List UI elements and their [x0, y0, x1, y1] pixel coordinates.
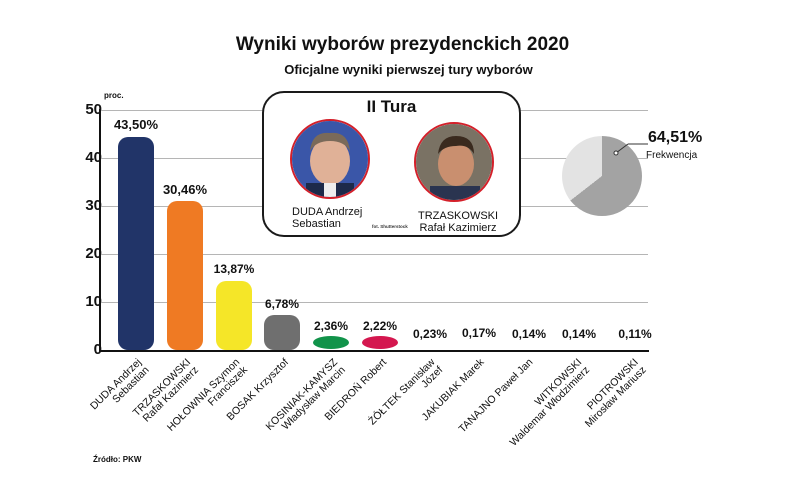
chart-subtitle: Oficjalne wyniki pierwszej tury wyborów	[284, 62, 533, 77]
portrait-duda-icon	[292, 121, 368, 197]
y-tick-30: 30	[85, 197, 102, 214]
bar-label-jakubiak: 0,17%	[461, 326, 497, 340]
photo-credit: fot. Shutterstock	[372, 224, 408, 229]
candidate-duda-name: DUDA Andrzej Sebastian	[292, 206, 363, 230]
turnout-leader-line-icon	[613, 143, 648, 156]
y-tick-50: 50	[85, 101, 102, 118]
bar-kosiniak-kamysz	[313, 336, 349, 349]
gridline-20	[101, 254, 648, 255]
gridline-10	[101, 302, 648, 303]
bar-label-witkowski: 0,14%	[561, 327, 597, 341]
turnout-pie	[562, 136, 642, 216]
bar-holownia	[216, 281, 252, 350]
bar-label-duda: 43,50%	[113, 117, 159, 132]
turnout-value: 64,51%	[648, 129, 703, 146]
bar-label-trzaskowski: 30,46%	[162, 182, 208, 197]
chart-title: Wyniki wyborów prezydenckich 2020	[235, 34, 570, 55]
candidate-trzaskowski-name: TRZASKOWSKI Rafał Kazimierz	[418, 210, 499, 234]
bar-label-bosak: 6,78%	[264, 297, 300, 311]
bar-label-tanajno: 0,14%	[511, 327, 547, 341]
bar-label-kosiniak-kamysz: 2,36%	[313, 319, 349, 333]
bar-label-zoltek: 0,23%	[412, 327, 448, 341]
portrait-trzaskowski-icon	[416, 124, 492, 200]
y-axis-line	[99, 109, 101, 352]
second-round-panel: II Tura DUDA Andrzej Sebastian TRZASKOWS…	[262, 91, 521, 237]
turnout-label: Frekwencja	[646, 150, 698, 161]
y-tick-40: 40	[85, 149, 102, 166]
source-note: Źródło: PKW	[93, 455, 142, 464]
x-axis-line	[99, 350, 649, 352]
bar-label-biedron: 2,22%	[362, 319, 398, 333]
y-tick-0: 0	[93, 341, 102, 358]
bar-label-holownia: 13,87%	[213, 262, 255, 276]
avatar-duda	[290, 119, 370, 199]
bar-biedron	[362, 336, 398, 349]
bar-label-piotrowski: 0,11%	[618, 327, 652, 341]
bar-bosak	[264, 315, 300, 350]
y-axis-unit: proc.	[104, 91, 124, 100]
y-tick-10: 10	[85, 293, 102, 310]
second-round-title: II Tura	[366, 97, 417, 116]
avatar-trzaskowski	[414, 122, 494, 202]
bar-duda	[118, 137, 154, 350]
bar-trzaskowski	[167, 201, 203, 350]
y-tick-20: 20	[85, 245, 102, 262]
